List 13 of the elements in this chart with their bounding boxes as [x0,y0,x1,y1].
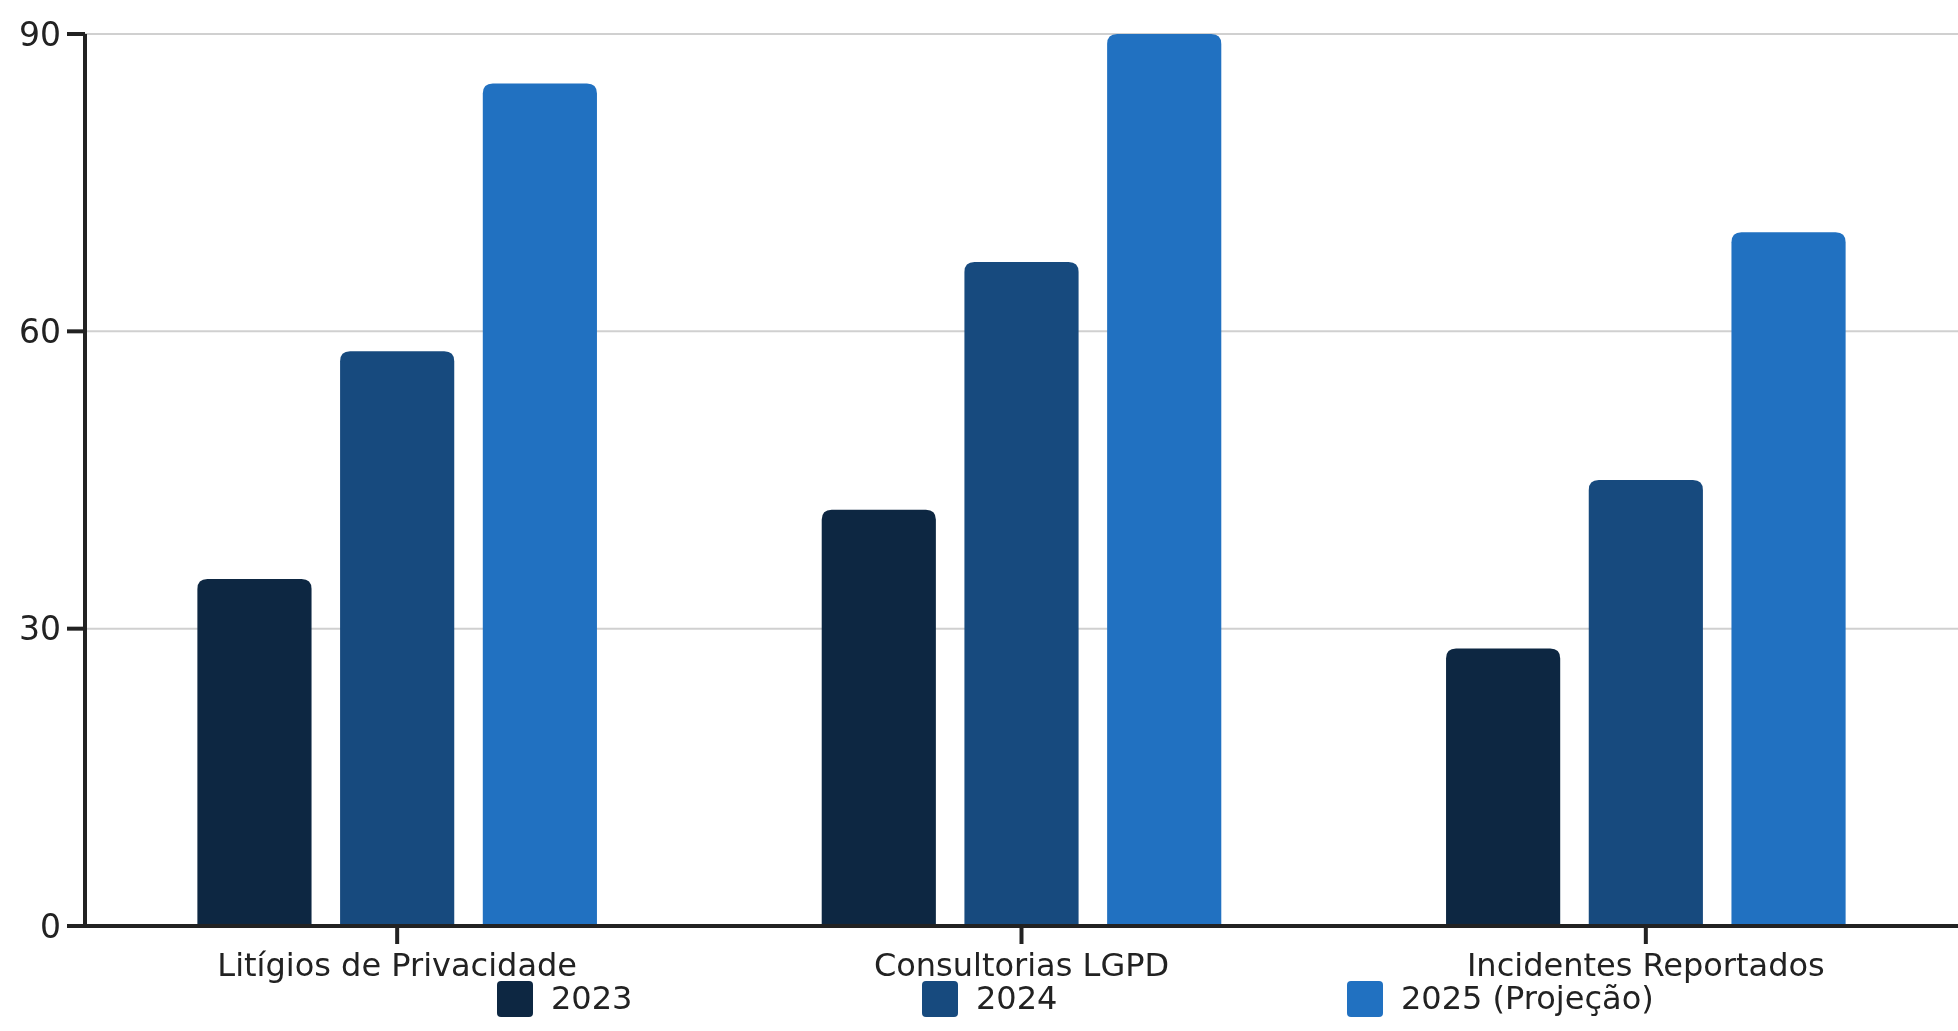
y-tick-label: 90 [19,14,61,54]
bar [1446,648,1561,926]
bar [482,83,597,926]
y-tick-label: 60 [19,311,61,351]
bar [821,509,936,926]
bar [197,579,312,926]
y-tick-label: 30 [19,609,61,649]
bar [964,261,1079,926]
bar [1107,34,1222,926]
bar [1588,480,1703,926]
bar [1731,232,1846,926]
y-tick-label: 0 [40,906,61,946]
bar [340,351,455,926]
